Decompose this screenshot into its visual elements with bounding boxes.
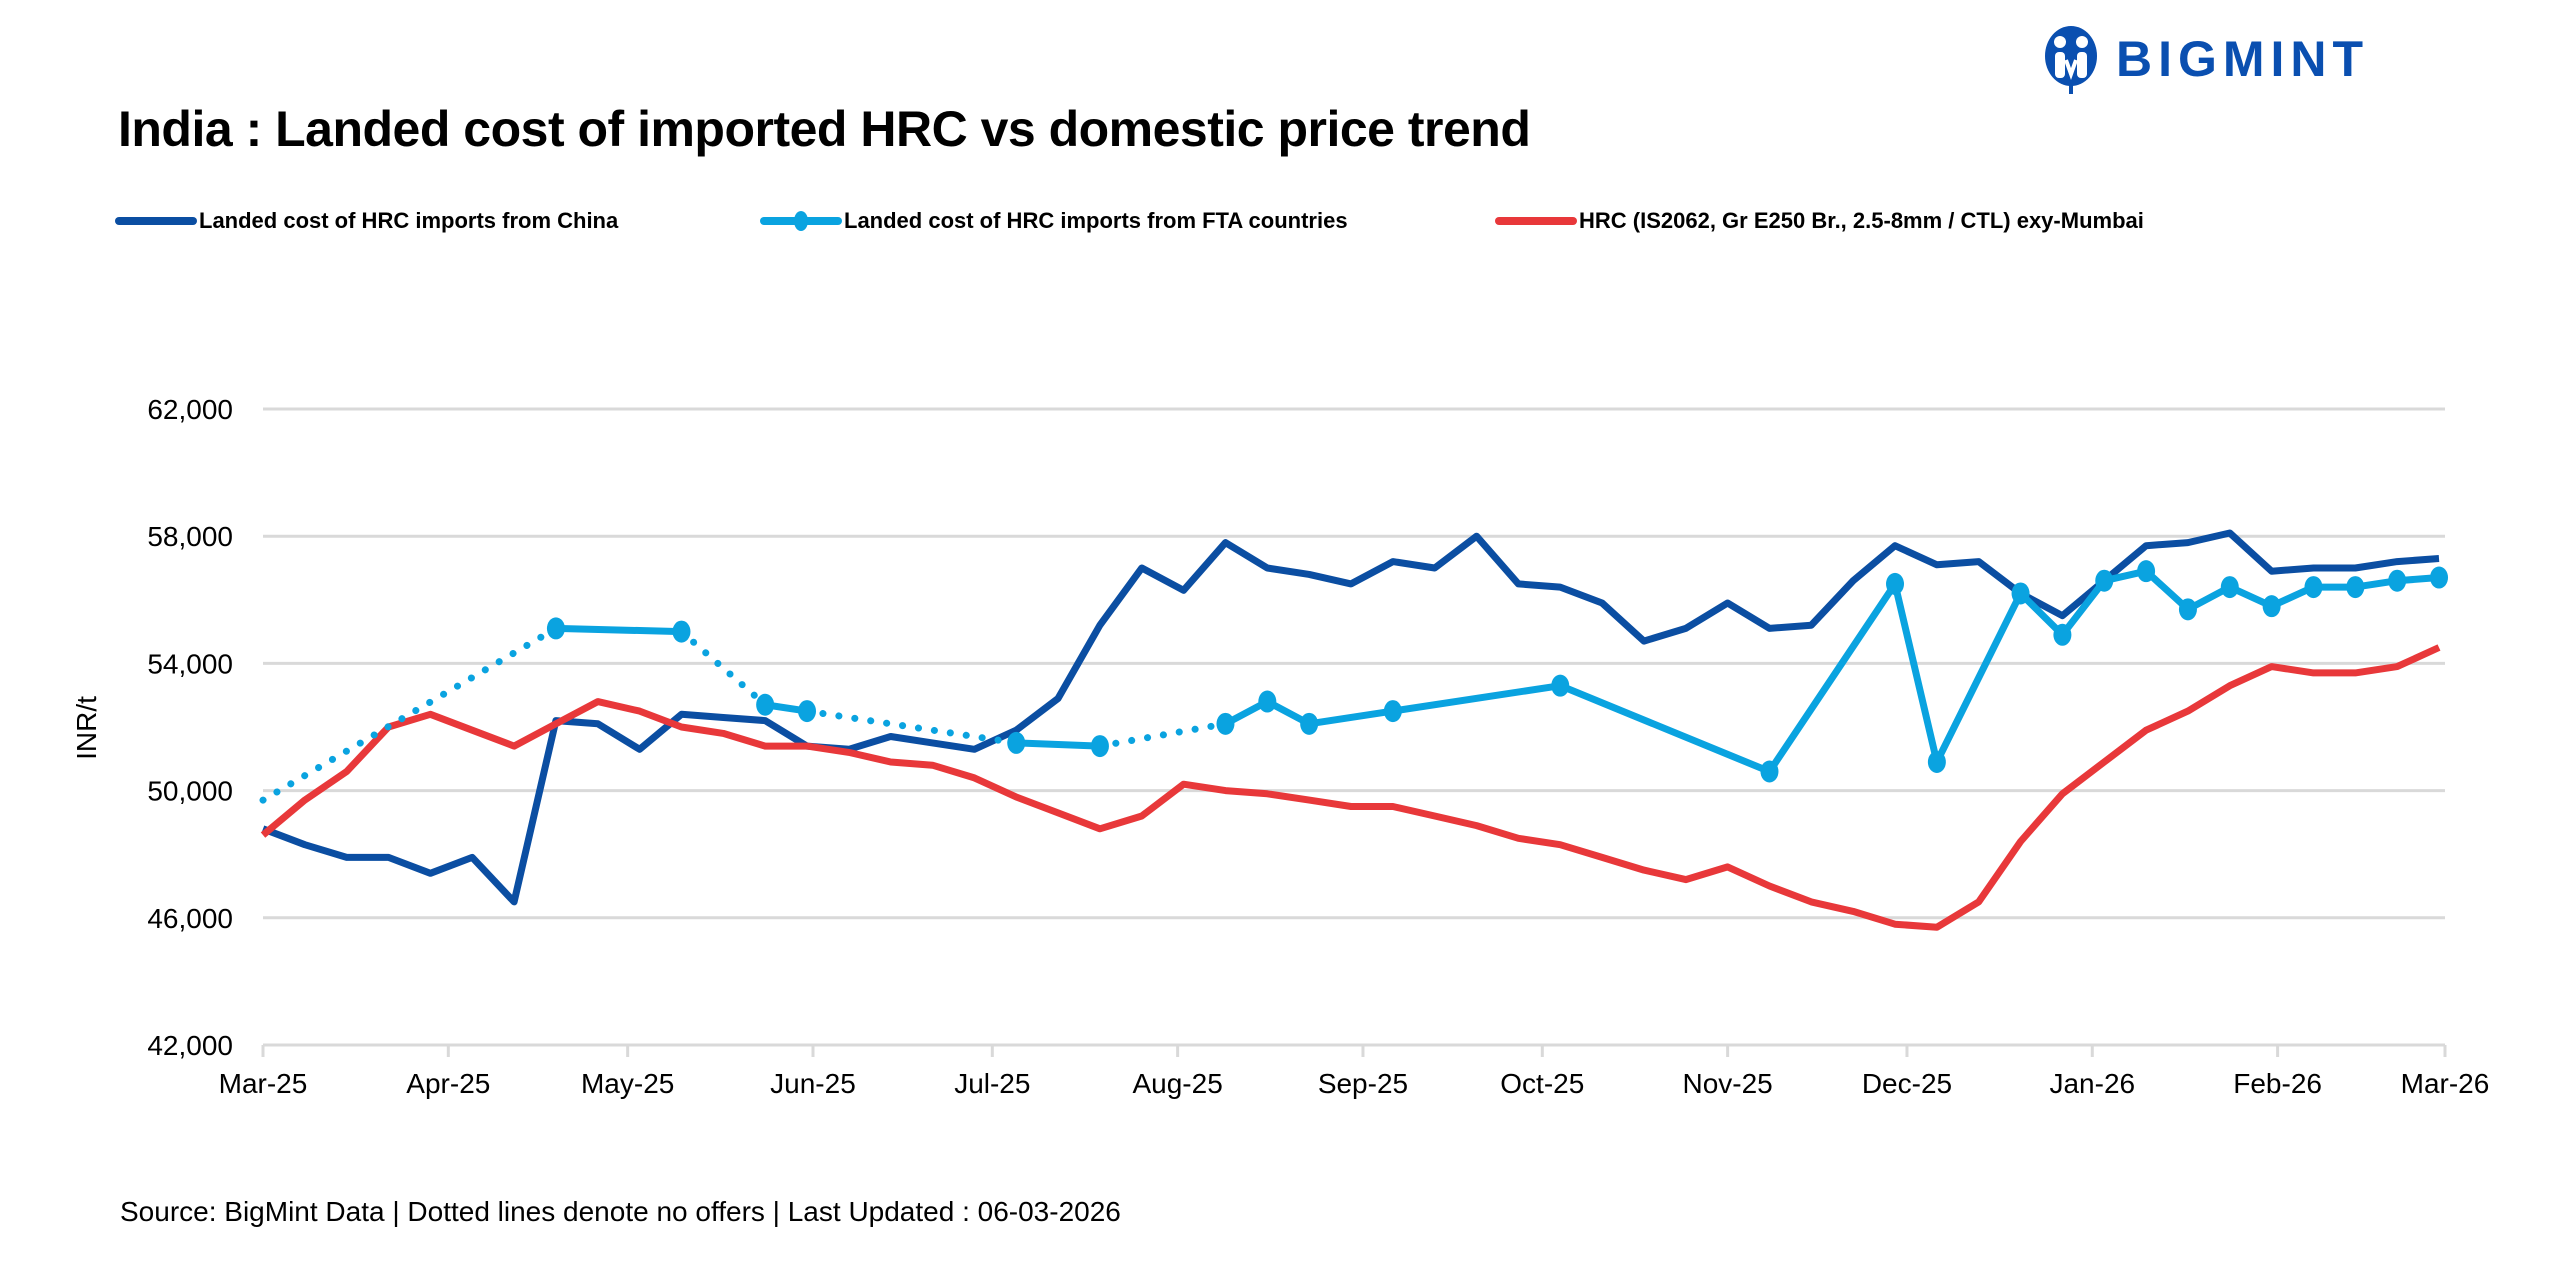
fta-data-point (2220, 576, 2239, 599)
fta-segment-solid (1556, 682, 1773, 776)
x-tick-label: Aug-25 (1132, 1068, 1222, 1099)
fta-data-point (1216, 712, 1235, 735)
y-tick-label: 62,000 (147, 394, 233, 425)
fta-data-point (2053, 623, 2072, 646)
fta-data-point (798, 700, 817, 723)
x-tick-label: Mar-25 (219, 1068, 308, 1099)
fta-segment-solid (1389, 682, 1564, 715)
x-tick-label: Jan-26 (2049, 1068, 2135, 1099)
fta-segment-solid (1765, 580, 1899, 776)
fta-data-point (672, 620, 691, 643)
fta-data-point (2346, 576, 2365, 599)
fta-data-point (1007, 731, 1026, 754)
legend-label-china: Landed cost of HRC imports from China (199, 208, 619, 233)
legend-label-domestic: HRC (IS2062, Gr E250 Br., 2.5-8mm / CTL)… (1579, 208, 2144, 233)
fta-data-point (2262, 595, 2281, 618)
logo-text: BIGMINT (2116, 31, 2370, 87)
source-note: Source: BigMint Data | Dotted lines deno… (120, 1196, 1121, 1227)
x-tick-label: Oct-25 (1500, 1068, 1584, 1099)
y-tick-label: 50,000 (147, 776, 233, 807)
legend-swatch-china (115, 217, 197, 225)
fta-data-point (2178, 598, 2197, 621)
fta-data-point (756, 693, 775, 716)
fta-data-point (1383, 700, 1402, 723)
bigmint-logo-mark-icon (2045, 26, 2097, 94)
fta-data-point (1551, 674, 1570, 697)
x-tick-label: May-25 (581, 1068, 674, 1099)
fta-data-point (1927, 750, 1946, 773)
legend-item-fta: Landed cost of HRC imports from FTA coun… (760, 208, 1495, 234)
x-tick-label: Nov-25 (1682, 1068, 1772, 1099)
fta-data-point (1258, 690, 1277, 713)
fta-segment-solid (1891, 580, 1941, 766)
bigmint-logo: BIGMINT (2040, 22, 2369, 96)
x-tick-label: Mar-26 (2401, 1068, 2490, 1099)
fta-data-point (2304, 576, 2323, 599)
series-line-domestic (260, 644, 2441, 931)
fta-data-point (2095, 569, 2114, 592)
fta-segment-dotted (803, 707, 1020, 747)
fta-data-point (1886, 572, 1905, 595)
legend-swatch-fta (760, 211, 842, 231)
fta-segment-solid (552, 624, 685, 636)
fta-segment-solid (2058, 577, 2108, 639)
x-tick-label: Feb-26 (2233, 1068, 2322, 1099)
fta-data-point (2011, 582, 2030, 605)
fta-data-point (2430, 566, 2449, 589)
chart-title: India : Landed cost of imported HRC vs d… (118, 101, 1531, 157)
y-tick-label: 46,000 (147, 903, 233, 934)
series-line-china (261, 529, 2440, 906)
fta-data-point (546, 617, 565, 640)
fta-segment-solid (1305, 707, 1397, 728)
fta-segment-solid (1012, 739, 1104, 750)
fta-data-point (1090, 735, 1109, 758)
fta-segment-dotted (259, 624, 560, 804)
x-tick-label: Sep-25 (1318, 1068, 1408, 1099)
x-tick-label: Jul-25 (954, 1068, 1030, 1099)
y-tick-label: 42,000 (147, 1030, 233, 1061)
fta-data-point (1760, 760, 1779, 783)
legend-swatch-domestic (1495, 217, 1577, 225)
legend-item-china: Landed cost of HRC imports from China (115, 208, 760, 234)
y-tick-label: 58,000 (147, 521, 233, 552)
legend-label-fta: Landed cost of HRC imports from FTA coun… (844, 208, 1348, 233)
fta-data-point (2137, 560, 2156, 583)
x-tick-label: Jun-25 (770, 1068, 856, 1099)
x-tick-label: Apr-25 (406, 1068, 490, 1099)
fta-segment-solid (1933, 589, 2025, 766)
y-tick-label: 54,000 (147, 648, 233, 679)
legend: Landed cost of HRC imports from China La… (115, 208, 2144, 234)
fta-data-point (1300, 712, 1319, 735)
y-axis-label: INR/t (71, 696, 102, 760)
fta-segment-dotted (1096, 720, 1229, 750)
fta-data-point (2388, 569, 2407, 592)
fta-segment-dotted (677, 628, 769, 709)
x-tick-label: Dec-25 (1862, 1068, 1952, 1099)
legend-item-domestic: HRC (IS2062, Gr E250 Br., 2.5-8mm / CTL)… (1495, 208, 2144, 234)
